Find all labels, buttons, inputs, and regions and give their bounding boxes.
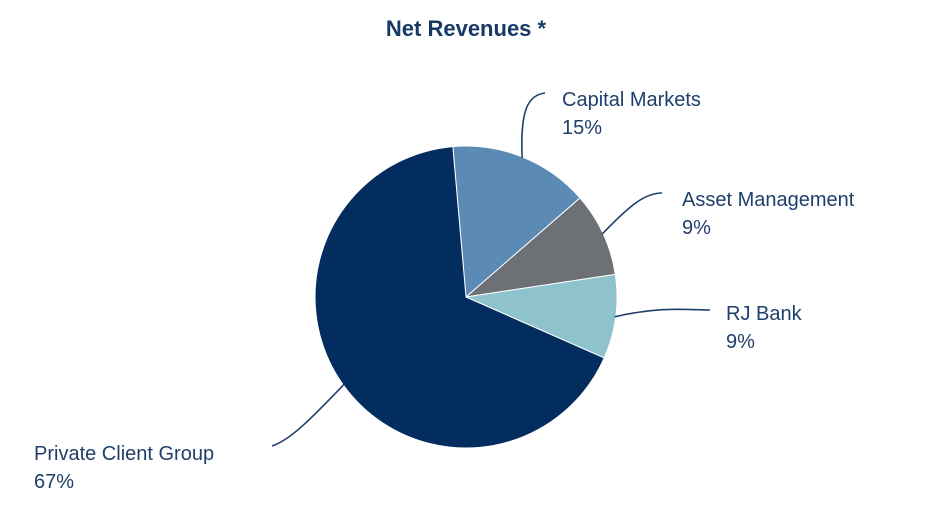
slice-value-rj-bank: 9% [726, 331, 755, 353]
slice-name-rj-bank: RJ Bank [726, 303, 802, 325]
pie-slices [314, 145, 618, 449]
slice-label-private-client-group: Private Client Group 67% [34, 440, 214, 496]
slice-name-capital-markets: Capital Markets [562, 89, 701, 111]
slice-value-capital-markets: 15% [562, 117, 603, 139]
slice-label-rj-bank: RJ Bank 9% [726, 300, 802, 356]
slice-value-asset-management: 9% [682, 217, 711, 239]
slice-value-private-client-group: 67% [34, 471, 75, 493]
chart-title: Net Revenues * [385, 16, 547, 41]
slice-label-capital-markets: Capital Markets 15% [562, 86, 701, 142]
leader-line-asset-management [601, 192, 663, 235]
leader-line-private-client-group [271, 383, 345, 447]
leader-line-rj-bank [614, 308, 711, 318]
slice-name-asset-management: Asset Management [682, 189, 855, 211]
leader-line-capital-markets [521, 92, 546, 158]
slice-name-private-client-group: Private Client Group [34, 443, 215, 465]
slice-label-asset-management: Asset Management 9% [682, 186, 854, 242]
leader-lines [271, 92, 711, 447]
